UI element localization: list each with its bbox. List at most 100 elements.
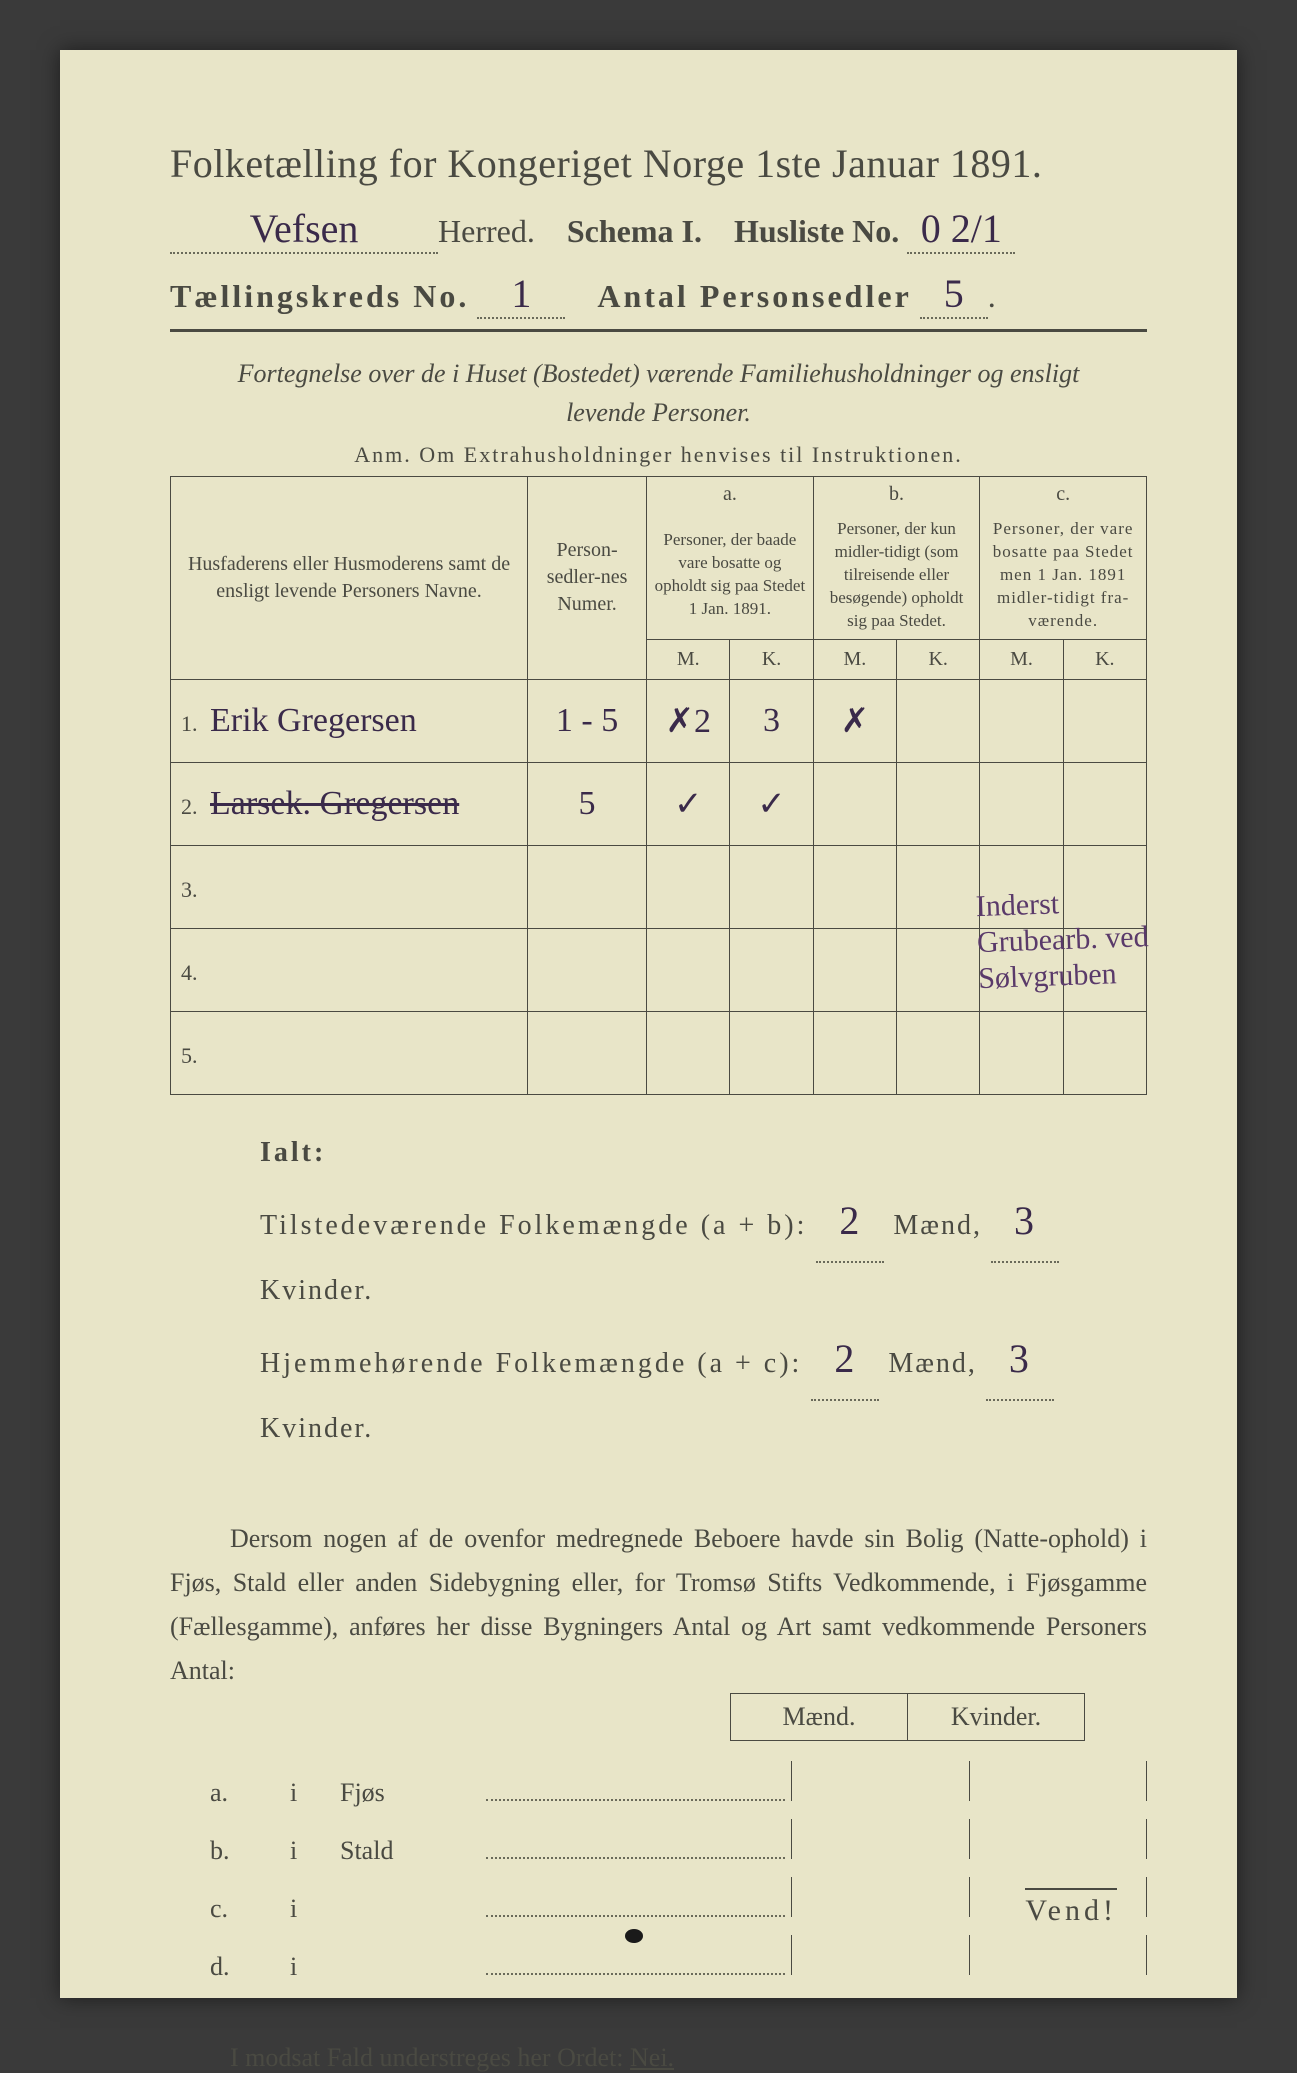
numer-cell [528, 1011, 647, 1094]
col-c-top: c. [980, 477, 1147, 513]
col-a-m: M. [647, 639, 730, 679]
col-header-numer: Person-sedler-nes Numer. [528, 477, 647, 680]
census-table: Husfaderens eller Husmoderens samt de en… [170, 476, 1147, 1095]
col-c-m: M. [980, 639, 1063, 679]
sub-i: i [290, 1941, 340, 1993]
col-a-k: K. [730, 639, 813, 679]
vend-label: Vend! [1025, 1888, 1117, 1928]
sub-dots [486, 1973, 785, 1975]
sub-k-cell [969, 1819, 1148, 1859]
sub-dots [486, 1857, 785, 1859]
c-m-cell [980, 679, 1063, 762]
table-row: 1. Erik Gregersen1 - 5✗23✗ [171, 679, 1147, 762]
b-k-cell [897, 928, 980, 1011]
kvinder-col-header: Kvinder. [907, 1693, 1085, 1741]
a-m-cell: ✓ [647, 762, 730, 845]
antal-handwritten: 5 [944, 271, 964, 316]
table-row: 2. Larsek. Gregersen5✓✓ [171, 762, 1147, 845]
maend-label-2: Mænd, [888, 1348, 977, 1379]
a-m-cell: ✗2 [647, 679, 730, 762]
b-m-cell [813, 928, 896, 1011]
divider [170, 329, 1147, 332]
numer-cell: 5 [528, 762, 647, 845]
anm-line: Anm. Om Extrahusholdninger henvises til … [170, 442, 1147, 468]
c-k-cell [1063, 1011, 1146, 1094]
c-m-cell [980, 762, 1063, 845]
a-k-cell [730, 845, 813, 928]
margin-annotation: Inderst Grubearb. ved Sølvgruben [975, 883, 1159, 997]
ialt-label: Ialt: [260, 1137, 326, 1168]
c-k-cell [1063, 679, 1146, 762]
mk-header-row: Mænd. Kvinder. [730, 1693, 1147, 1741]
c-m-cell [980, 1011, 1063, 1094]
numer-cell [528, 928, 647, 1011]
header-line-3: Tællingskreds No. 1 Antal Personsedler 5… [170, 270, 1147, 319]
outbuilding-row: d.i [170, 1935, 1147, 1993]
scan-background: Folketælling for Kongeriget Norge 1ste J… [0, 0, 1297, 2048]
sub-m-cell [791, 1877, 969, 1917]
ialt-line2-m: 2 [834, 1336, 856, 1381]
a-m-cell [647, 928, 730, 1011]
ialt-line2-k: 3 [1009, 1336, 1031, 1381]
outbuilding-row: a.iFjøs [170, 1761, 1147, 1819]
sub-m-cell [791, 1819, 969, 1859]
ink-blot [625, 1929, 643, 1943]
sub-i: i [290, 1825, 340, 1877]
col-b-k: K. [897, 639, 980, 679]
kvinder-label: Kvinder. [260, 1275, 373, 1306]
herred-handwritten: Vefsen [250, 206, 359, 251]
col-c-k: K. [1063, 639, 1146, 679]
intro-line2: levende Personer. [566, 398, 751, 427]
b-k-cell [897, 679, 980, 762]
numer-cell: 1 - 5 [528, 679, 647, 762]
kreds-handwritten: 1 [511, 271, 531, 316]
b-k-cell [897, 1011, 980, 1094]
a-k-cell: 3 [730, 679, 813, 762]
table-wrap: Husfaderens eller Husmoderens samt de en… [170, 476, 1147, 1095]
sub-letter: c. [170, 1883, 290, 1935]
sub-k-cell [969, 1935, 1148, 1975]
schema-label: Schema I. [567, 213, 702, 249]
col-b-m: M. [813, 639, 896, 679]
form-title: Folketælling for Kongeriget Norge 1ste J… [170, 140, 1147, 187]
b-k-cell [897, 845, 980, 928]
herred-label: Herred. [438, 213, 535, 249]
sub-m-cell [791, 1761, 969, 1801]
ialt-line1-k: 3 [1014, 1198, 1036, 1243]
maend-col-header: Mænd. [730, 1693, 907, 1741]
outbuilding-list: a.iFjøsb.iStaldc.id.i [170, 1761, 1147, 1993]
sub-i: i [290, 1883, 340, 1935]
b-m-cell [813, 1011, 896, 1094]
census-form: Folketælling for Kongeriget Norge 1ste J… [60, 50, 1237, 1998]
name-cell: 5. [171, 1011, 528, 1094]
sub-dots [486, 1915, 785, 1917]
sub-letter: b. [170, 1825, 290, 1877]
ialt-line2-label: Hjemmehørende Folkemængde (a + c): [260, 1348, 802, 1379]
numer-cell [528, 845, 647, 928]
maend-label: Mænd, [893, 1210, 982, 1241]
antal-label: Antal Personsedler [597, 278, 911, 314]
name-cell: 2. Larsek. Gregersen [171, 762, 528, 845]
col-b-text: Personer, der kun midler-tidigt (som til… [813, 512, 980, 639]
sub-name: Stald [340, 1825, 480, 1877]
sub-m-cell [791, 1935, 969, 1975]
b-m-cell [813, 762, 896, 845]
husliste-handwritten: 0 2/1 [921, 206, 1002, 251]
ialt-line1-m: 2 [839, 1198, 861, 1243]
sub-i: i [290, 1767, 340, 1819]
totals-block: Ialt: Tilstedeværende Folkemængde (a + b… [260, 1125, 1147, 1457]
c-k-cell [1063, 762, 1146, 845]
sub-k-cell [969, 1761, 1148, 1801]
a-k-cell [730, 928, 813, 1011]
b-m-cell [813, 845, 896, 928]
table-row: 5. [171, 1011, 1147, 1094]
a-k-cell [730, 1011, 813, 1094]
col-b-top: b. [813, 477, 980, 513]
name-cell: 4. [171, 928, 528, 1011]
sub-letter: d. [170, 1941, 290, 1993]
sub-name: Fjøs [340, 1767, 480, 1819]
col-a-top: a. [647, 477, 814, 513]
a-m-cell [647, 1011, 730, 1094]
a-m-cell [647, 845, 730, 928]
kreds-label: Tællingskreds No. [170, 278, 469, 314]
